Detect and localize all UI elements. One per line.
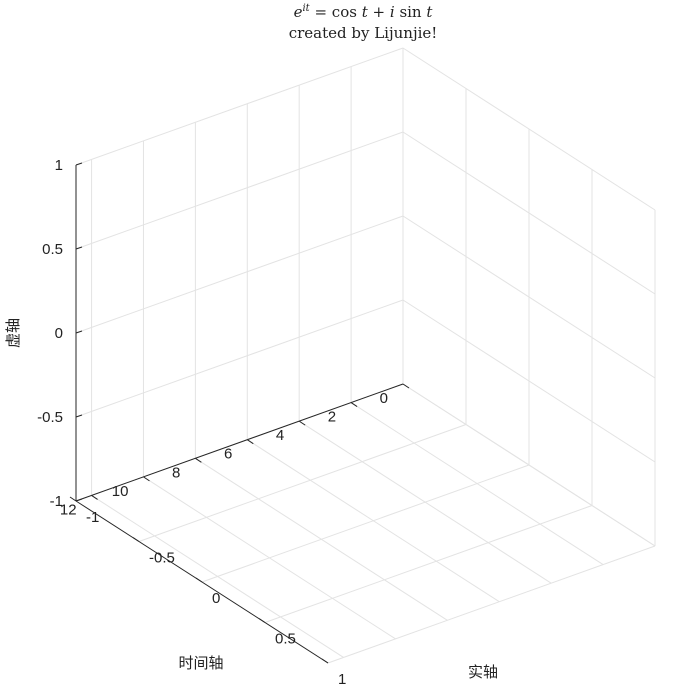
y-axis-label: 虚轴	[4, 318, 22, 348]
z-tick-mark	[402, 383, 410, 389]
grid-line-floor-z	[195, 457, 448, 621]
z-tick-label: 0	[380, 390, 388, 407]
y-tick-label: 0	[55, 325, 63, 342]
z-axis-line	[75, 383, 404, 502]
grid-line-floor-x	[138, 424, 467, 542]
x-axis-label: 实轴	[468, 663, 498, 681]
z-axis-label: 时间轴	[178, 654, 223, 672]
y-tick-label: -0.5	[37, 409, 63, 426]
x-tick-mark	[69, 496, 77, 502]
chart-title: eit = cos t + i sin t	[294, 3, 434, 21]
grid-line-floor-z	[247, 439, 500, 603]
x-tick-mark	[321, 658, 329, 664]
y-tick-mark	[75, 414, 83, 418]
z-tick-mark	[350, 402, 358, 407]
x-tick-mark	[258, 618, 266, 623]
grid-line-left-y	[75, 131, 404, 250]
grid-line-left-y	[75, 299, 404, 418]
axis-lines	[69, 162, 410, 664]
grid-line-floor-x	[264, 505, 593, 623]
grid-line-floor-z	[91, 495, 344, 658]
grid-line-right-y	[402, 131, 656, 295]
y-tick-mark	[75, 498, 83, 502]
grid-line-floor-x	[201, 464, 530, 583]
grid-line-floor-z	[143, 476, 396, 640]
z-tick-mark	[247, 439, 254, 445]
x-tick-label: -1	[86, 509, 99, 526]
grid-line-right-y	[402, 215, 656, 379]
x-tick-label: 0	[212, 590, 220, 607]
y-tick-label: 0.5	[42, 241, 63, 258]
z-tick-mark	[195, 457, 202, 463]
grid-line-left-y	[75, 47, 404, 166]
grid-line-floor-z	[350, 402, 604, 565]
z-tick-label: 10	[112, 483, 129, 500]
x-tick-mark	[132, 537, 140, 542]
z-tick-mark	[91, 495, 98, 500]
x-tick-mark	[195, 577, 203, 583]
z-tick-label: 6	[224, 446, 232, 463]
x-tick-label: 0.5	[275, 631, 296, 648]
z-tick-label: 2	[328, 409, 336, 426]
grid-line-floor-z	[298, 420, 552, 584]
z-tick-mark	[298, 420, 306, 426]
grid-line-right-y	[402, 383, 656, 547]
grid-lines	[75, 47, 656, 664]
y-tick-mark	[75, 246, 83, 250]
x-tick-label: -0.5	[149, 550, 175, 567]
y-tick-label: 1	[55, 157, 63, 174]
grid-line-right-y	[402, 299, 656, 463]
grid-line-left-y	[75, 215, 404, 334]
x-tick-label: 1	[338, 671, 346, 688]
y-tick-mark	[75, 162, 83, 166]
y-tick-mark	[75, 330, 83, 334]
chart-subtitle: created by Lijunjie!	[289, 24, 438, 42]
grid-line-right-y	[402, 47, 656, 211]
z-tick-label: 4	[276, 427, 284, 444]
z-tick-label: 8	[172, 464, 180, 481]
y-tick-label: -1	[50, 493, 63, 510]
z-tick-label: 12	[60, 501, 77, 518]
z-tick-mark	[143, 476, 150, 482]
grid-line-floor-x	[327, 545, 656, 664]
